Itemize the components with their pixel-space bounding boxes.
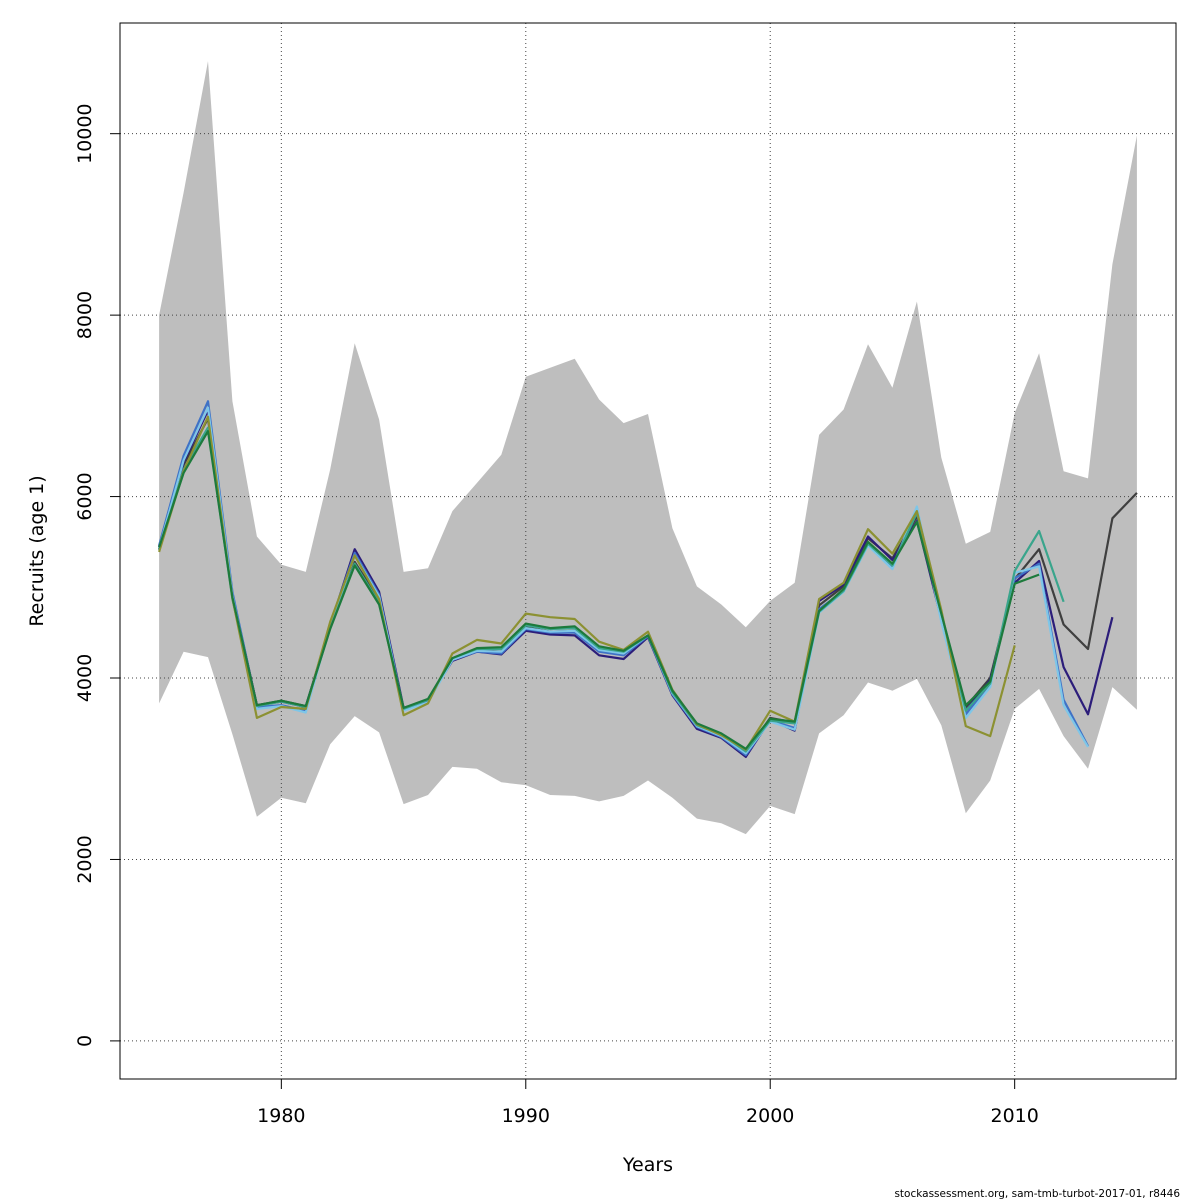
y-tick-label: 6000 [74,472,96,520]
y-tick-label: 8000 [74,291,96,339]
y-axis-label: Recruits (age 1) [26,475,48,626]
confidence-band-layer [159,61,1137,835]
footer-credit: stockassessment.org, sam-tmb-turbot-2017… [894,1188,1180,1200]
y-tick-label: 4000 [74,654,96,702]
x-tick-label: 2000 [746,1105,794,1127]
plot-frame [119,22,1177,1080]
confidence-band [159,61,1137,835]
grid-layer [120,23,1176,1079]
y-tick-label: 2000 [74,835,96,883]
x-axis-label: Years [622,1154,673,1176]
x-tick-label: 1990 [502,1105,550,1127]
series-line-6 [158,415,1016,751]
series-layer [158,400,1138,759]
x-tick-label: 2010 [990,1105,1038,1127]
x-tick-label: 1980 [257,1105,305,1127]
y-tick-label: 0 [74,1035,96,1047]
y-axis: 0 2000 4000 6000 8000 10000 [74,103,120,1047]
y-tick-label: 10000 [74,103,96,163]
series-line-7 [158,430,1040,750]
x-axis: 1980 1990 2000 2010 [257,1079,1039,1127]
